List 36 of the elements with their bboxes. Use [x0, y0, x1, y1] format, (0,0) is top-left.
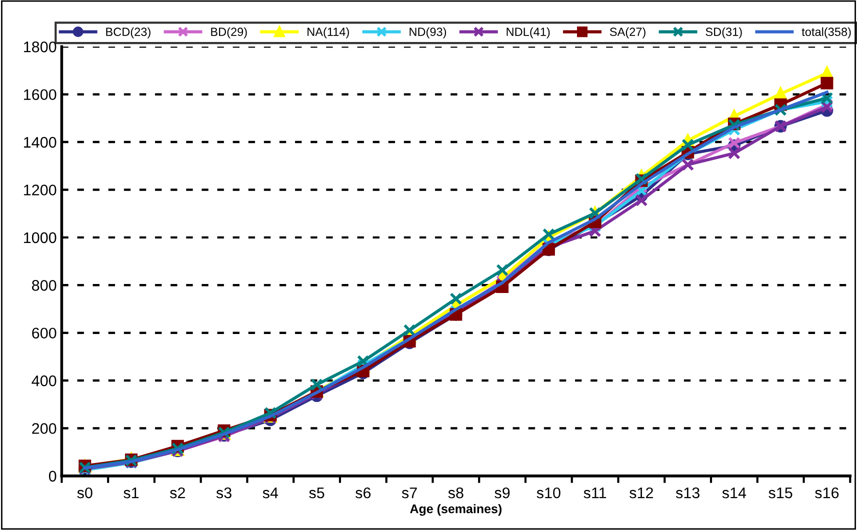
- x-tick-label: s11: [584, 488, 606, 498]
- x-tick-label: s9: [494, 487, 510, 498]
- legend-label: BD(29): [211, 27, 247, 38]
- legend-label: NDL(41): [506, 27, 550, 38]
- legend-label: NA(114): [308, 27, 349, 38]
- y-tick-label: 200: [32, 423, 56, 434]
- x-tick-label: s16: [815, 487, 839, 498]
- y-tick-label: 1000: [24, 232, 56, 244]
- x-tick-label: s13: [676, 487, 700, 498]
- x-tick-label: s14: [722, 488, 746, 498]
- legend-label: BCD(23): [106, 27, 150, 38]
- y-tick-label: 1800: [24, 42, 56, 52]
- x-tick-label: s12: [630, 487, 653, 498]
- x-tick-label: s1: [124, 488, 139, 498]
- x-tick-label: s6: [356, 487, 371, 498]
- x-tick-label: s15: [768, 488, 792, 498]
- x-tick-label: s5: [309, 488, 324, 498]
- y-tick-label: 1600: [24, 89, 56, 100]
- y-tick-label: 1400: [24, 136, 56, 148]
- y-tick-label: 400: [32, 375, 56, 386]
- y-tick-label: 0: [48, 470, 56, 482]
- legend-label: SD(31): [706, 27, 742, 38]
- legend-label: ND(93): [410, 27, 446, 38]
- y-tick-label: 600: [32, 328, 56, 339]
- x-tick-label: s3: [216, 487, 232, 498]
- x-tick-label: s8: [448, 487, 464, 498]
- x-tick-label: s10: [536, 487, 560, 498]
- x-tick-label: s4: [262, 488, 278, 498]
- y-tick-label: 800: [32, 280, 56, 291]
- x-axis-title: Age (semaines): [410, 504, 502, 516]
- x-tick-label: s7: [402, 488, 417, 498]
- legend-label: SA(27): [610, 27, 646, 38]
- x-tick-label: s0: [77, 487, 92, 498]
- x-tick-label: s2: [170, 487, 185, 498]
- legend-label: total(358): [802, 27, 851, 38]
- y-tick-label: 1200: [24, 184, 56, 196]
